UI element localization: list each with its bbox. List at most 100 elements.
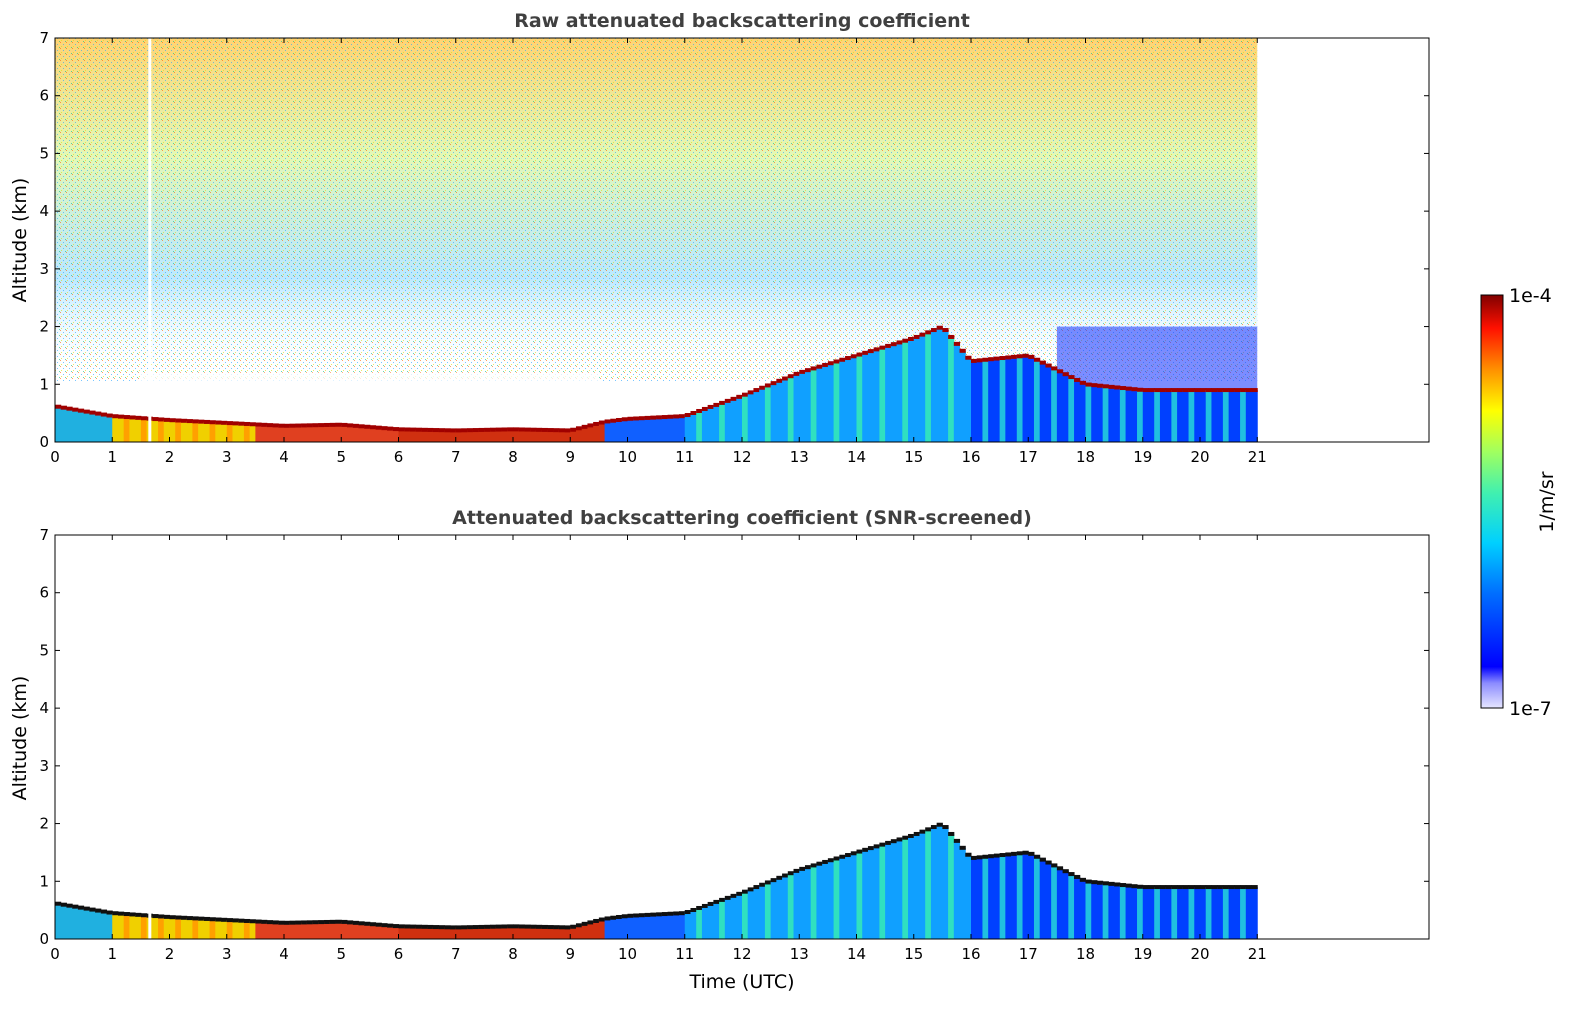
bl-column xyxy=(850,853,857,939)
layer-top xyxy=(1217,885,1224,890)
layer-top xyxy=(1091,383,1098,388)
layer-top xyxy=(633,416,640,421)
bl-column xyxy=(782,875,789,939)
bl-column xyxy=(604,918,611,939)
x-tick-label: 6 xyxy=(394,945,404,963)
x-tick-label: 14 xyxy=(847,448,866,466)
layer-top xyxy=(524,924,531,929)
bl-column xyxy=(1028,356,1035,442)
x-tick-label: 17 xyxy=(1019,945,1038,963)
layer-top xyxy=(787,871,795,876)
bl-column xyxy=(719,402,726,442)
bl-column xyxy=(1079,382,1086,442)
bl-column xyxy=(661,914,669,939)
bl-column xyxy=(1091,882,1098,939)
colorbar-gradient xyxy=(1480,294,1504,709)
x-tick-label: 21 xyxy=(1248,945,1267,963)
layer-top xyxy=(490,924,497,929)
layer-top xyxy=(129,912,136,917)
bl-column xyxy=(993,358,1001,442)
bl-column xyxy=(902,837,909,939)
bl-column xyxy=(209,919,216,939)
bl-column xyxy=(638,915,646,939)
bl-column xyxy=(1171,887,1178,939)
bl-column xyxy=(1119,885,1127,939)
bl-column xyxy=(541,429,548,442)
bl-column xyxy=(215,919,222,939)
layer-top xyxy=(106,910,113,915)
bl-column xyxy=(736,396,743,442)
bl-column xyxy=(221,422,228,442)
layer-top xyxy=(770,878,777,883)
bl-column xyxy=(644,914,651,939)
layer-top xyxy=(896,837,903,842)
layer-top xyxy=(1171,885,1178,890)
layer-top xyxy=(255,919,262,924)
bl-column xyxy=(988,359,995,442)
bl-column xyxy=(690,909,697,939)
bl-column xyxy=(518,429,525,442)
bl-column xyxy=(1245,390,1253,442)
bl-column xyxy=(163,419,170,442)
layer-top xyxy=(1211,885,1218,890)
bl-column xyxy=(942,330,949,442)
bl-column xyxy=(747,889,754,939)
layer-top xyxy=(971,358,978,363)
layer-top xyxy=(953,341,961,346)
layer-top xyxy=(518,427,525,432)
layer-top xyxy=(1200,885,1207,890)
bl-column xyxy=(135,417,142,442)
bl-column xyxy=(598,422,606,442)
layer-top xyxy=(495,924,503,929)
bl-column xyxy=(1177,390,1184,442)
layer-top xyxy=(140,416,148,421)
bl-column xyxy=(1200,887,1207,939)
layer-top xyxy=(535,924,543,929)
bl-column xyxy=(398,429,405,442)
bl-column xyxy=(707,903,714,939)
bl-column xyxy=(598,919,606,939)
layer-top xyxy=(1022,353,1029,358)
layer-top xyxy=(112,911,119,916)
layer-top xyxy=(902,835,909,840)
bl-column xyxy=(965,357,972,442)
bl-column xyxy=(793,870,800,939)
bl-column xyxy=(1234,887,1241,939)
layer-top xyxy=(1228,885,1235,890)
layer-top xyxy=(507,427,514,432)
layer-top xyxy=(1159,388,1167,393)
bl-column xyxy=(616,419,623,442)
layer-top xyxy=(513,924,520,929)
layer-top xyxy=(346,423,354,428)
layer-top xyxy=(1062,372,1069,377)
bl-column xyxy=(329,424,337,442)
bl-column xyxy=(1011,853,1018,939)
layer-top xyxy=(1148,388,1155,393)
layer-top xyxy=(1062,869,1069,874)
bl-column xyxy=(679,416,686,442)
layer-top xyxy=(1016,851,1024,856)
layer-top xyxy=(77,408,85,413)
bl-column xyxy=(432,927,440,939)
bl-column xyxy=(804,867,812,939)
layer-top xyxy=(804,865,812,870)
x-tick-label: 12 xyxy=(732,448,751,466)
bl-column xyxy=(1045,365,1052,442)
bl-column xyxy=(341,921,348,939)
layer-top xyxy=(1068,872,1075,877)
layer-top xyxy=(833,359,840,364)
bl-column xyxy=(764,385,772,442)
x-tick-label: 7 xyxy=(451,945,461,963)
layer-top xyxy=(1222,388,1230,393)
bl-column xyxy=(243,423,251,442)
layer-top xyxy=(1142,885,1149,890)
bl-column xyxy=(158,419,165,442)
layer-top xyxy=(215,420,222,425)
y-tick-label: 1 xyxy=(39,872,49,890)
bl-column xyxy=(547,927,554,939)
layer-top xyxy=(1188,885,1195,890)
bl-column xyxy=(507,429,514,442)
layer-top xyxy=(243,421,251,426)
layer-top xyxy=(862,350,869,355)
layer-top xyxy=(1251,388,1258,393)
